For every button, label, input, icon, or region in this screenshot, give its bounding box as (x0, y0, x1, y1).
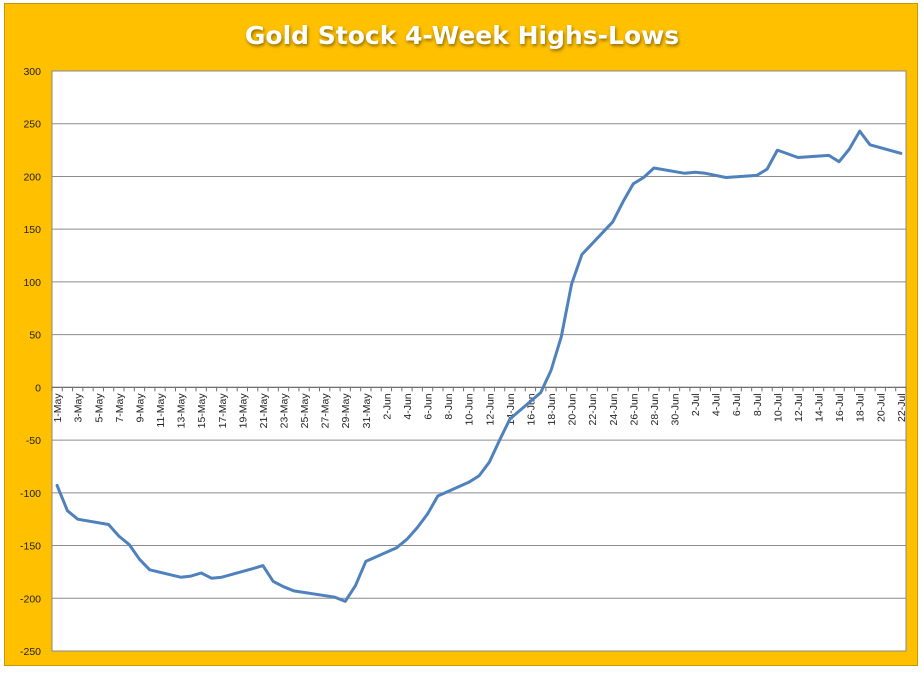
x-tick-label: 1-May (52, 393, 64, 423)
x-tick-label: 4-Jun (402, 393, 414, 419)
plot-area (51, 70, 907, 652)
x-tick-label: 30-Jun (669, 393, 681, 425)
x-tick-label: 6-Jun (423, 393, 435, 419)
x-tick-label: 17-May (217, 393, 229, 429)
series-layer (55, 129, 903, 603)
y-tick-label: -50 (26, 435, 41, 447)
y-tick-label: 200 (23, 171, 41, 183)
x-axis (51, 386, 907, 392)
x-tick-label: 19-May (237, 393, 249, 429)
y-tick-label: 150 (23, 224, 41, 236)
y-tick-label: 50 (29, 330, 41, 342)
x-tick-label: 23-May (279, 393, 291, 429)
y-tick-label: -250 (20, 646, 41, 658)
x-tick-label: 13-May (176, 393, 188, 429)
x-tick-label: 3-May (73, 393, 85, 423)
y-axis-ticks: -250 -200 -150 -100 -50 0 50 100 150 200 250 300 (20, 66, 41, 658)
y-tick-label: 0 (35, 382, 41, 394)
x-tick-label: 28-Jun (649, 393, 661, 425)
x-tick-label: 20-Jun (567, 393, 579, 425)
x-tick-label: 10-Jun (464, 393, 476, 425)
chart-title: Gold Stock 4-Week Highs-Lows (244, 21, 680, 50)
x-tick-label: 18-Jun (546, 393, 558, 425)
x-tick-label: 31-May (361, 393, 373, 429)
x-tick-label: 22-Jul (896, 393, 908, 422)
y-tick-label: -100 (20, 488, 41, 500)
x-tick-label: 25-May (299, 393, 311, 429)
x-tick-label: 9-May (134, 393, 146, 423)
x-tick-label: 8-Jun (443, 393, 455, 419)
x-tick-label: 10-Jul (772, 393, 784, 422)
x-tick-label: 2-Jun (381, 393, 393, 419)
gridlines (52, 123, 906, 599)
x-tick-label: 2-Jul (690, 393, 702, 416)
x-tick-label: 6-Jul (731, 393, 743, 416)
x-tick-label: 7-May (114, 393, 126, 423)
x-tick-label: 16-Jul (834, 393, 846, 422)
x-tick-label: 22-Jun (587, 393, 599, 425)
y-tick-label: 250 (23, 119, 41, 131)
series-line (55, 129, 903, 603)
y-tick-label: -150 (20, 541, 41, 553)
x-tick-label: 20-Jul (875, 393, 887, 422)
x-tick-label: 15-May (196, 393, 208, 429)
x-tick-label: 5-May (93, 393, 105, 423)
x-tick-label: 4-Jul (711, 393, 723, 416)
x-tick-label: 8-Jul (752, 393, 764, 416)
x-tick-label: 14-Jul (814, 393, 826, 422)
x-tick-label: 14-Jun (505, 393, 517, 425)
x-tick-label: 12-Jun (484, 393, 496, 425)
y-tick-label: 100 (23, 277, 41, 289)
y-tick-label: -200 (20, 593, 41, 605)
x-tick-label: 24-Jun (608, 393, 620, 425)
y-tick-label: 300 (23, 66, 41, 78)
x-axis-ticks: 1-May 3-May 5-May 7-May 9-May 11-May 13-May 15-… (52, 393, 908, 429)
x-tick-label: 26-Jun (628, 393, 640, 425)
x-tick-label: 18-Jul (855, 393, 867, 422)
x-tick-label: 29-May (340, 393, 352, 429)
x-tick-label: 27-May (320, 393, 332, 429)
x-tick-label: 21-May (258, 393, 270, 429)
x-tick-label: 12-Jul (793, 393, 805, 422)
x-tick-label: 11-May (155, 393, 167, 428)
